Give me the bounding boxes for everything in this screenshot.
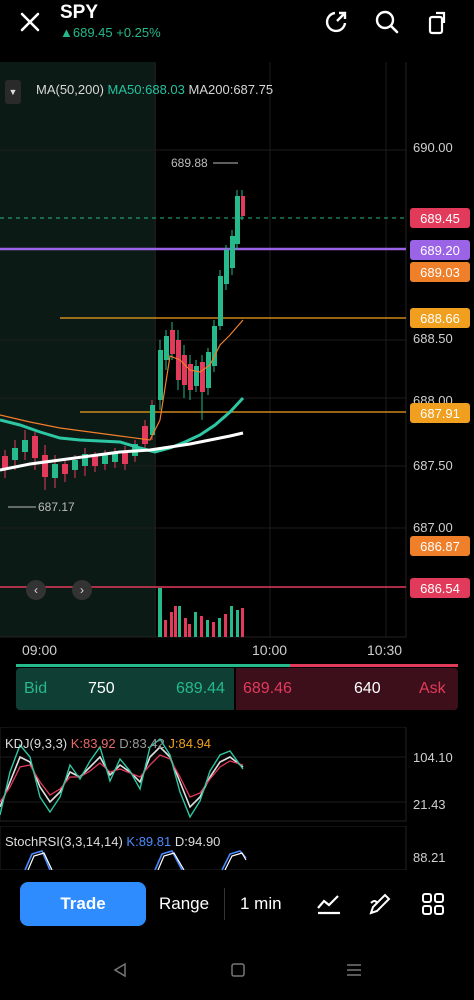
ma200-value: MA200:687.75 [188,82,274,97]
time-axis-label: 10:30 [367,642,403,658]
kdj-d: D:83.42 [119,736,165,751]
search-icon[interactable] [371,6,403,38]
bid-size: 750 [88,680,115,697]
price-line-tag[interactable]: 686.87 [410,536,470,556]
price-line-tag[interactable]: 688.66 [410,308,470,328]
ask-section[interactable]: 689.46 640 Ask [236,668,458,710]
stochrsi-k: K:89.81 [126,834,172,849]
symbol-title: SPY [60,2,99,23]
low-annotation: 687.17 [38,500,75,514]
stochrsi-legend: StochRSI(3,3,14,14) K:89.81 D:94.90 [5,834,220,849]
range-button[interactable]: Range [159,894,210,913]
high-annotation: 689.88 [171,156,208,170]
kdj-j: J:84.94 [168,736,212,751]
bid-ask-panel[interactable]: Bid 750 689.44 689.46 640 Ask [16,668,458,710]
price-change: ▲689.45 +0.25% [60,25,161,40]
ma-legend: MA(50,200) MA50:688.03 MA200:687.75 [36,82,273,97]
ma50-value: MA50:688.03 [107,82,185,97]
time-axis-label: 09:00 [22,642,58,658]
kdj-axis-top: 104.10 [413,750,453,765]
interval-button[interactable]: 1 min [240,894,282,913]
kdj-legend: KDJ(9,3,3) K:83.92 D:83.42 J:84.94 [5,736,211,751]
close-icon[interactable] [14,6,46,38]
price-chart[interactable] [0,62,474,642]
ask-label: Ask [419,680,446,697]
bid-ratio-bar [16,664,290,667]
rotate-icon[interactable] [421,6,453,38]
stochrsi-name: StochRSI(3,3,14,14) [5,834,123,849]
kdj-k: K:83.92 [70,736,116,751]
bid-label: Bid [24,680,48,697]
last-price-tag: 689.45 [410,208,470,228]
back-icon[interactable] [104,954,136,986]
price-line-tag[interactable]: 687.91 [410,403,470,423]
price-line-tag[interactable]: 686.54 [410,578,470,598]
price-axis-label: 690.00 [413,140,453,155]
time-axis-label: 10:00 [252,642,288,658]
stochrsi-chart[interactable] [0,826,474,870]
ask-ratio-bar [290,664,458,667]
price-axis-label: 687.00 [413,520,453,535]
price-line-tag[interactable]: 689.20 [410,240,470,260]
indicator-icon[interactable] [313,888,345,920]
home-icon[interactable] [222,954,254,986]
ma-legend-label: MA(50,200) [36,82,104,97]
bid-section[interactable]: Bid 750 689.44 [16,668,234,710]
price-axis-label: 688.50 [413,331,453,346]
scroll-right-icon[interactable]: › [72,580,92,600]
scroll-left-icon[interactable]: ‹ [26,580,46,600]
kdj-name: KDJ(9,3,3) [5,736,68,751]
system-nav-bar [0,940,474,1000]
recents-icon[interactable] [338,954,370,986]
ask-size: 640 [354,680,381,697]
grid-menu-icon[interactable] [417,888,449,920]
chart-settings-dropdown[interactable]: ▼ [5,80,21,104]
bid-price: 689.44 [176,680,225,697]
draw-icon[interactable] [364,888,396,920]
trade-button[interactable]: Trade [20,882,146,926]
kdj-axis-bottom: 21.43 [413,797,446,812]
price-axis-label: 687.50 [413,458,453,473]
stochrsi-axis-top: 88.21 [413,850,446,865]
stochrsi-d: D:94.90 [174,834,221,849]
toolbar-divider [224,888,225,920]
kdj-chart[interactable] [0,727,474,822]
ask-price: 689.46 [243,680,292,697]
share-icon[interactable] [320,6,352,38]
price-line-tag[interactable]: 689.03 [410,262,470,282]
